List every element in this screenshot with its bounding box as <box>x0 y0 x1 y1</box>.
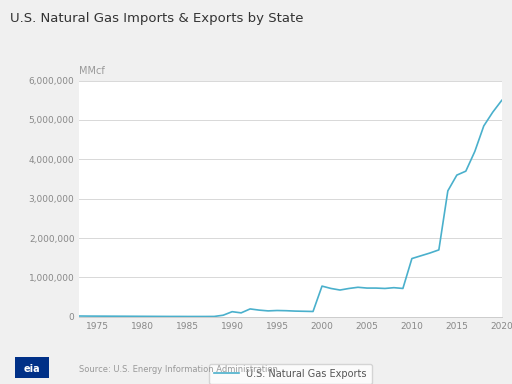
U.S. Natural Gas Exports <box>265 309 271 313</box>
U.S. Natural Gas Exports <box>301 309 307 314</box>
U.S. Natural Gas Exports <box>238 311 244 315</box>
U.S. Natural Gas Exports <box>130 314 136 319</box>
U.S. Natural Gas Exports <box>175 314 181 319</box>
U.S. Natural Gas Exports <box>436 248 442 252</box>
U.S. Natural Gas Exports <box>283 308 289 313</box>
U.S. Natural Gas Exports <box>364 286 370 290</box>
U.S. Natural Gas Exports <box>319 284 325 288</box>
U.S. Natural Gas Exports <box>427 251 433 255</box>
Legend: U.S. Natural Gas Exports: U.S. Natural Gas Exports <box>209 364 372 384</box>
Text: eia: eia <box>24 364 40 374</box>
U.S. Natural Gas Exports <box>148 314 154 319</box>
U.S. Natural Gas Exports <box>328 286 334 291</box>
U.S. Natural Gas Exports <box>472 149 478 154</box>
U.S. Natural Gas Exports <box>274 308 280 313</box>
U.S. Natural Gas Exports <box>481 124 487 128</box>
U.S. Natural Gas Exports <box>489 110 496 114</box>
U.S. Natural Gas Exports <box>202 314 208 319</box>
U.S. Natural Gas Exports <box>346 286 352 291</box>
U.S. Natural Gas Exports <box>409 256 415 261</box>
U.S. Natural Gas Exports <box>418 253 424 258</box>
U.S. Natural Gas Exports <box>445 189 451 193</box>
U.S. Natural Gas Exports <box>373 286 379 290</box>
U.S. Natural Gas Exports <box>86 314 92 318</box>
U.S. Natural Gas Exports <box>166 314 173 319</box>
U.S. Natural Gas Exports <box>229 310 235 314</box>
Text: U.S. Natural Gas Imports & Exports by State: U.S. Natural Gas Imports & Exports by St… <box>10 12 304 25</box>
U.S. Natural Gas Exports <box>400 286 406 291</box>
U.S. Natural Gas Exports <box>310 309 316 314</box>
U.S. Natural Gas Exports <box>94 314 100 318</box>
U.S. Natural Gas Exports <box>382 286 388 291</box>
U.S. Natural Gas Exports <box>184 314 190 319</box>
U.S. Natural Gas Exports <box>139 314 145 319</box>
U.S. Natural Gas Exports <box>355 285 361 290</box>
U.S. Natural Gas Exports <box>112 314 118 318</box>
U.S. Natural Gas Exports <box>103 314 110 318</box>
U.S. Natural Gas Exports <box>391 285 397 290</box>
U.S. Natural Gas Exports <box>292 309 298 313</box>
U.S. Natural Gas Exports <box>454 173 460 177</box>
U.S. Natural Gas Exports <box>256 308 262 313</box>
U.S. Natural Gas Exports <box>121 314 127 319</box>
U.S. Natural Gas Exports <box>211 314 217 319</box>
U.S. Natural Gas Exports <box>220 313 226 318</box>
U.S. Natural Gas Exports <box>247 306 253 311</box>
Text: MMcf: MMcf <box>79 66 105 76</box>
U.S. Natural Gas Exports <box>463 169 469 174</box>
Text: Source: U.S. Energy Information Administration: Source: U.S. Energy Information Administ… <box>79 366 278 374</box>
U.S. Natural Gas Exports <box>337 288 343 292</box>
Line: U.S. Natural Gas Exports: U.S. Natural Gas Exports <box>79 100 502 316</box>
U.S. Natural Gas Exports <box>499 98 505 103</box>
U.S. Natural Gas Exports <box>193 314 199 319</box>
U.S. Natural Gas Exports <box>76 314 82 318</box>
U.S. Natural Gas Exports <box>157 314 163 319</box>
